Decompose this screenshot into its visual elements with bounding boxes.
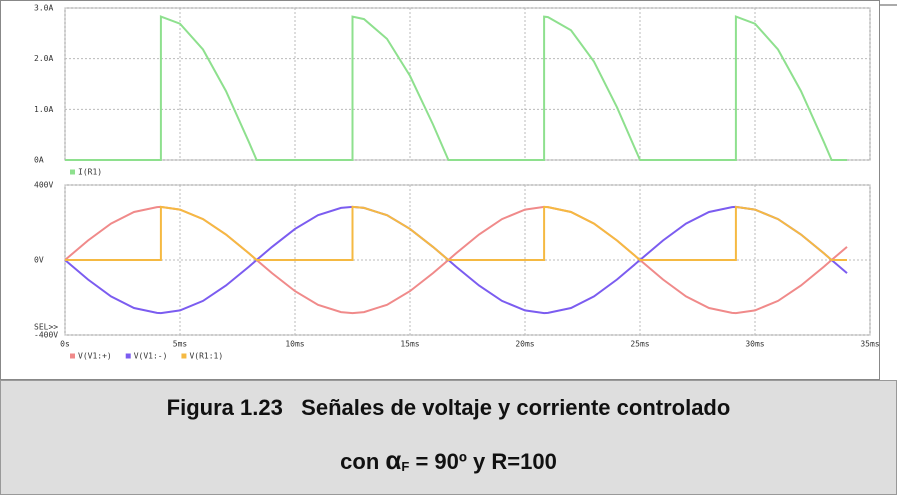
alpha: α <box>385 445 402 475</box>
y-tick-label: 0A <box>34 156 44 165</box>
x-tick-label: 0s <box>60 340 70 349</box>
legend-label: V(V1:+) <box>78 352 112 361</box>
caption-text: = 90º y R=100 <box>409 449 557 474</box>
caption-line: con αF = 90º y R=100 <box>1 445 896 476</box>
legend-label: V(V1:-) <box>134 352 168 361</box>
legend-label: V(R1:1) <box>189 352 223 361</box>
y-tick-label: 2.0A <box>34 54 53 63</box>
legend-marker <box>125 353 131 359</box>
y-tick-label: 400V <box>34 181 53 190</box>
y-tick-label: -400V <box>34 331 58 340</box>
y-tick-label: 1.0A <box>34 105 53 114</box>
x-tick-label: 10ms <box>285 340 304 349</box>
figure-frame <box>0 0 880 380</box>
figure-label: Figura 1.23 <box>166 395 283 420</box>
caption-text: con <box>340 449 386 474</box>
x-tick-label: 25ms <box>630 340 649 349</box>
legend-label: I(R1) <box>78 168 102 177</box>
x-tick-label: 15ms <box>400 340 419 349</box>
series-line <box>64 205 848 315</box>
y-tick-label: 3.0A <box>34 4 53 13</box>
series-line <box>65 205 847 261</box>
caption-text: Señales de voltaje y corriente controlad… <box>301 395 731 420</box>
legend-marker <box>181 353 187 359</box>
legend-marker <box>70 353 75 359</box>
caption-band: Figura 1.23 Señales de voltaje y corrien… <box>0 380 897 495</box>
annotation: SEL>> <box>34 323 58 332</box>
caption-line: Figura 1.23 Señales de voltaje y corrien… <box>1 395 896 421</box>
plot-area: 0A 1.0A 2.0A 3.0A I(R1) -400V 0V 400V 0s 5ms 10ms 1… <box>0 0 897 380</box>
x-tick-label: 35ms <box>860 340 879 349</box>
series-line <box>65 15 847 161</box>
y-tick-label: 0V <box>34 256 44 265</box>
x-tick-label: 30ms <box>745 340 764 349</box>
subscript: F <box>401 459 410 474</box>
x-tick-label: 5ms <box>173 340 188 349</box>
legend-marker <box>70 169 75 175</box>
x-tick-label: 20ms <box>515 340 534 349</box>
